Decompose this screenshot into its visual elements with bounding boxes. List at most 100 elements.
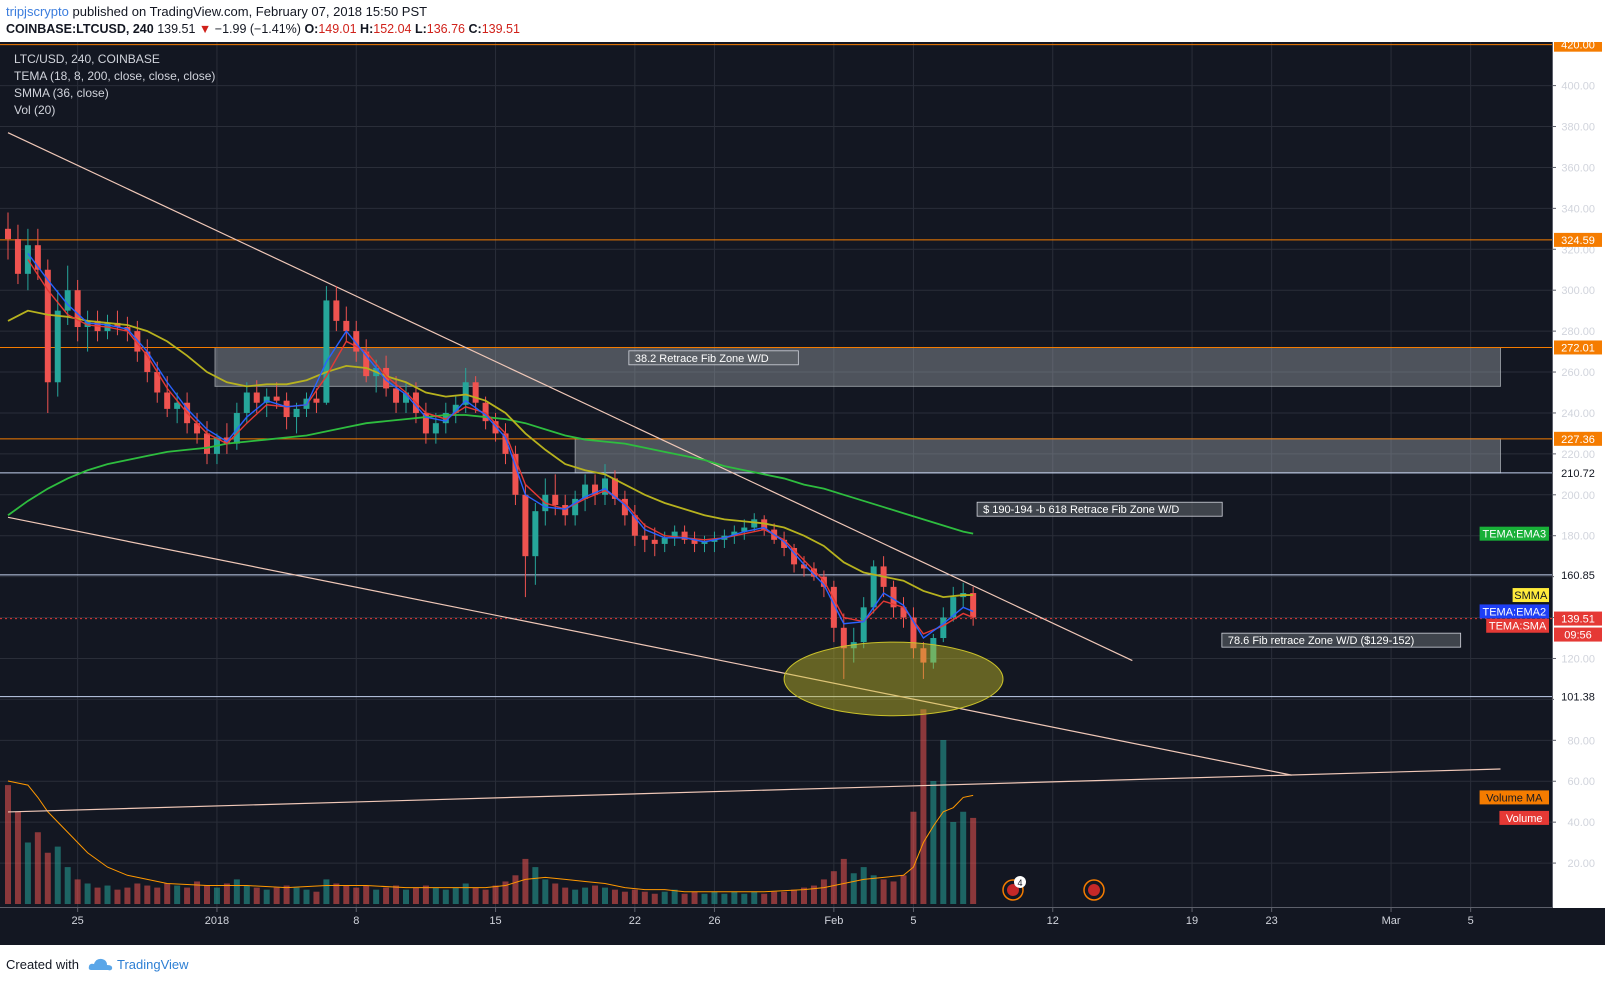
zone-note: 78.6 Fib retrace Zone W/D ($129-152) xyxy=(1228,635,1414,647)
volume-bar xyxy=(432,887,439,904)
volume-bar xyxy=(711,891,718,904)
high-value: 152.04 xyxy=(373,22,412,36)
candle-body xyxy=(5,228,11,240)
author-link[interactable]: tripjscrypto xyxy=(6,4,69,19)
candle-body xyxy=(950,597,957,618)
y-tick-label: 360.00 xyxy=(1561,162,1595,174)
level-price-tag xyxy=(1554,567,1602,582)
volume-bar xyxy=(960,811,967,904)
volume-bar xyxy=(223,883,230,904)
volume-bar xyxy=(791,889,798,904)
volume-bar xyxy=(810,885,817,904)
volume-bar xyxy=(323,879,330,904)
candle-body xyxy=(34,245,41,270)
candle-body xyxy=(14,239,21,274)
price-axis[interactable]: 20.0040.0060.0080.00100.00120.00140.0016… xyxy=(1552,42,1602,945)
candle-body xyxy=(572,498,579,516)
candle-body xyxy=(651,539,658,544)
candle-body xyxy=(791,547,798,565)
symbol-ohlc: COINBASE:LTCUSD, 240 139.51 ▼ −1.99 (−1.… xyxy=(6,22,520,36)
candle-body xyxy=(343,320,350,332)
high-label: H: xyxy=(360,22,374,36)
volume-bar xyxy=(134,883,141,904)
zone-note-box xyxy=(1221,632,1462,648)
volume-bar xyxy=(263,889,270,904)
volume-bar xyxy=(940,740,947,904)
support-ellipse xyxy=(783,641,1004,717)
candle-body xyxy=(452,404,459,413)
event-icons[interactable]: 4 xyxy=(1002,876,1105,901)
candle-body xyxy=(462,382,469,405)
volume-bar xyxy=(651,893,658,904)
volume-bar xyxy=(233,879,240,904)
right-margin xyxy=(1552,42,1605,945)
candle-body xyxy=(522,494,529,557)
volume-bar xyxy=(661,891,668,904)
horizontal-levels xyxy=(0,44,1552,698)
series-tag xyxy=(1479,604,1549,619)
volume-bar xyxy=(512,875,519,904)
volume-bar xyxy=(621,891,628,904)
tema-sma-line xyxy=(27,259,974,635)
volume-bar xyxy=(592,885,599,904)
volume-bar xyxy=(24,842,31,904)
volume-bar xyxy=(801,887,807,904)
x-tick-label: 5 xyxy=(1468,915,1474,927)
volume-bar xyxy=(721,893,728,904)
volume-bar xyxy=(890,881,897,904)
volume-bar xyxy=(213,887,220,904)
volume-bar xyxy=(820,879,827,904)
candle-body xyxy=(910,617,917,649)
volume-bar xyxy=(54,846,61,904)
y-tick-label: 240.00 xyxy=(1561,408,1595,420)
chart-legend: LTC/USD, 240, COINBASE TEMA (18, 8, 200, … xyxy=(14,52,215,117)
volume-bar xyxy=(761,893,768,904)
open-value: 149.01 xyxy=(318,22,357,36)
volume-bar xyxy=(781,891,788,904)
candle-body xyxy=(810,568,817,577)
candle-body xyxy=(313,398,320,403)
candle-body xyxy=(850,642,857,649)
candle-body xyxy=(422,412,429,434)
level-price-tag xyxy=(1554,340,1602,355)
volume-bar xyxy=(393,885,400,904)
volume-bar xyxy=(303,889,310,904)
zone-label: 38.2 Retrace Fib Zone W/D xyxy=(635,353,769,365)
candle-body xyxy=(552,494,559,506)
volume-bar xyxy=(910,811,917,904)
down-arrow-icon: ▼ xyxy=(198,22,212,36)
volume-bar xyxy=(412,887,419,904)
volume-bar xyxy=(462,883,469,904)
volume-bar xyxy=(880,879,887,904)
candle-body xyxy=(502,433,509,454)
y-tick-label: 400.00 xyxy=(1561,81,1595,93)
y-tick-label: 380.00 xyxy=(1561,122,1595,134)
volume-bar xyxy=(771,891,778,904)
countdown-text: 09:56 xyxy=(1564,630,1592,642)
candle-body xyxy=(44,269,51,383)
created-with: Created with xyxy=(6,957,79,972)
last-price: 139.51 xyxy=(157,22,196,36)
volume-bar xyxy=(44,852,51,904)
candle-body xyxy=(641,535,648,540)
candle-body xyxy=(512,453,519,495)
volume-bar xyxy=(184,887,191,904)
volume-bar xyxy=(452,887,459,904)
y-tick-label: 340.00 xyxy=(1561,203,1595,215)
volume-bar xyxy=(542,879,549,904)
x-tick-label: Mar xyxy=(1382,915,1401,927)
volume-bar xyxy=(204,885,210,904)
time-axis[interactable]: 25 2018 8 15 22 26 Feb 5 12 19 23 Mar 5 xyxy=(0,907,1605,946)
volume-bar xyxy=(333,883,340,904)
candle-body xyxy=(751,519,758,528)
series-tag xyxy=(1499,810,1549,825)
x-tick-label: 25 xyxy=(72,915,84,927)
level-price-tag xyxy=(1554,431,1602,446)
volume-bar xyxy=(502,881,509,904)
volume-bar xyxy=(194,881,201,904)
volume-bar xyxy=(582,887,589,904)
price-chart[interactable]: 4 LTC/USD, 240, COINBASE TEMA (18, 8, 200… xyxy=(0,42,1605,945)
tradingview-brand[interactable]: TradingView xyxy=(117,957,189,972)
close-value: 139.51 xyxy=(481,22,520,36)
zone-label-box xyxy=(628,350,799,366)
